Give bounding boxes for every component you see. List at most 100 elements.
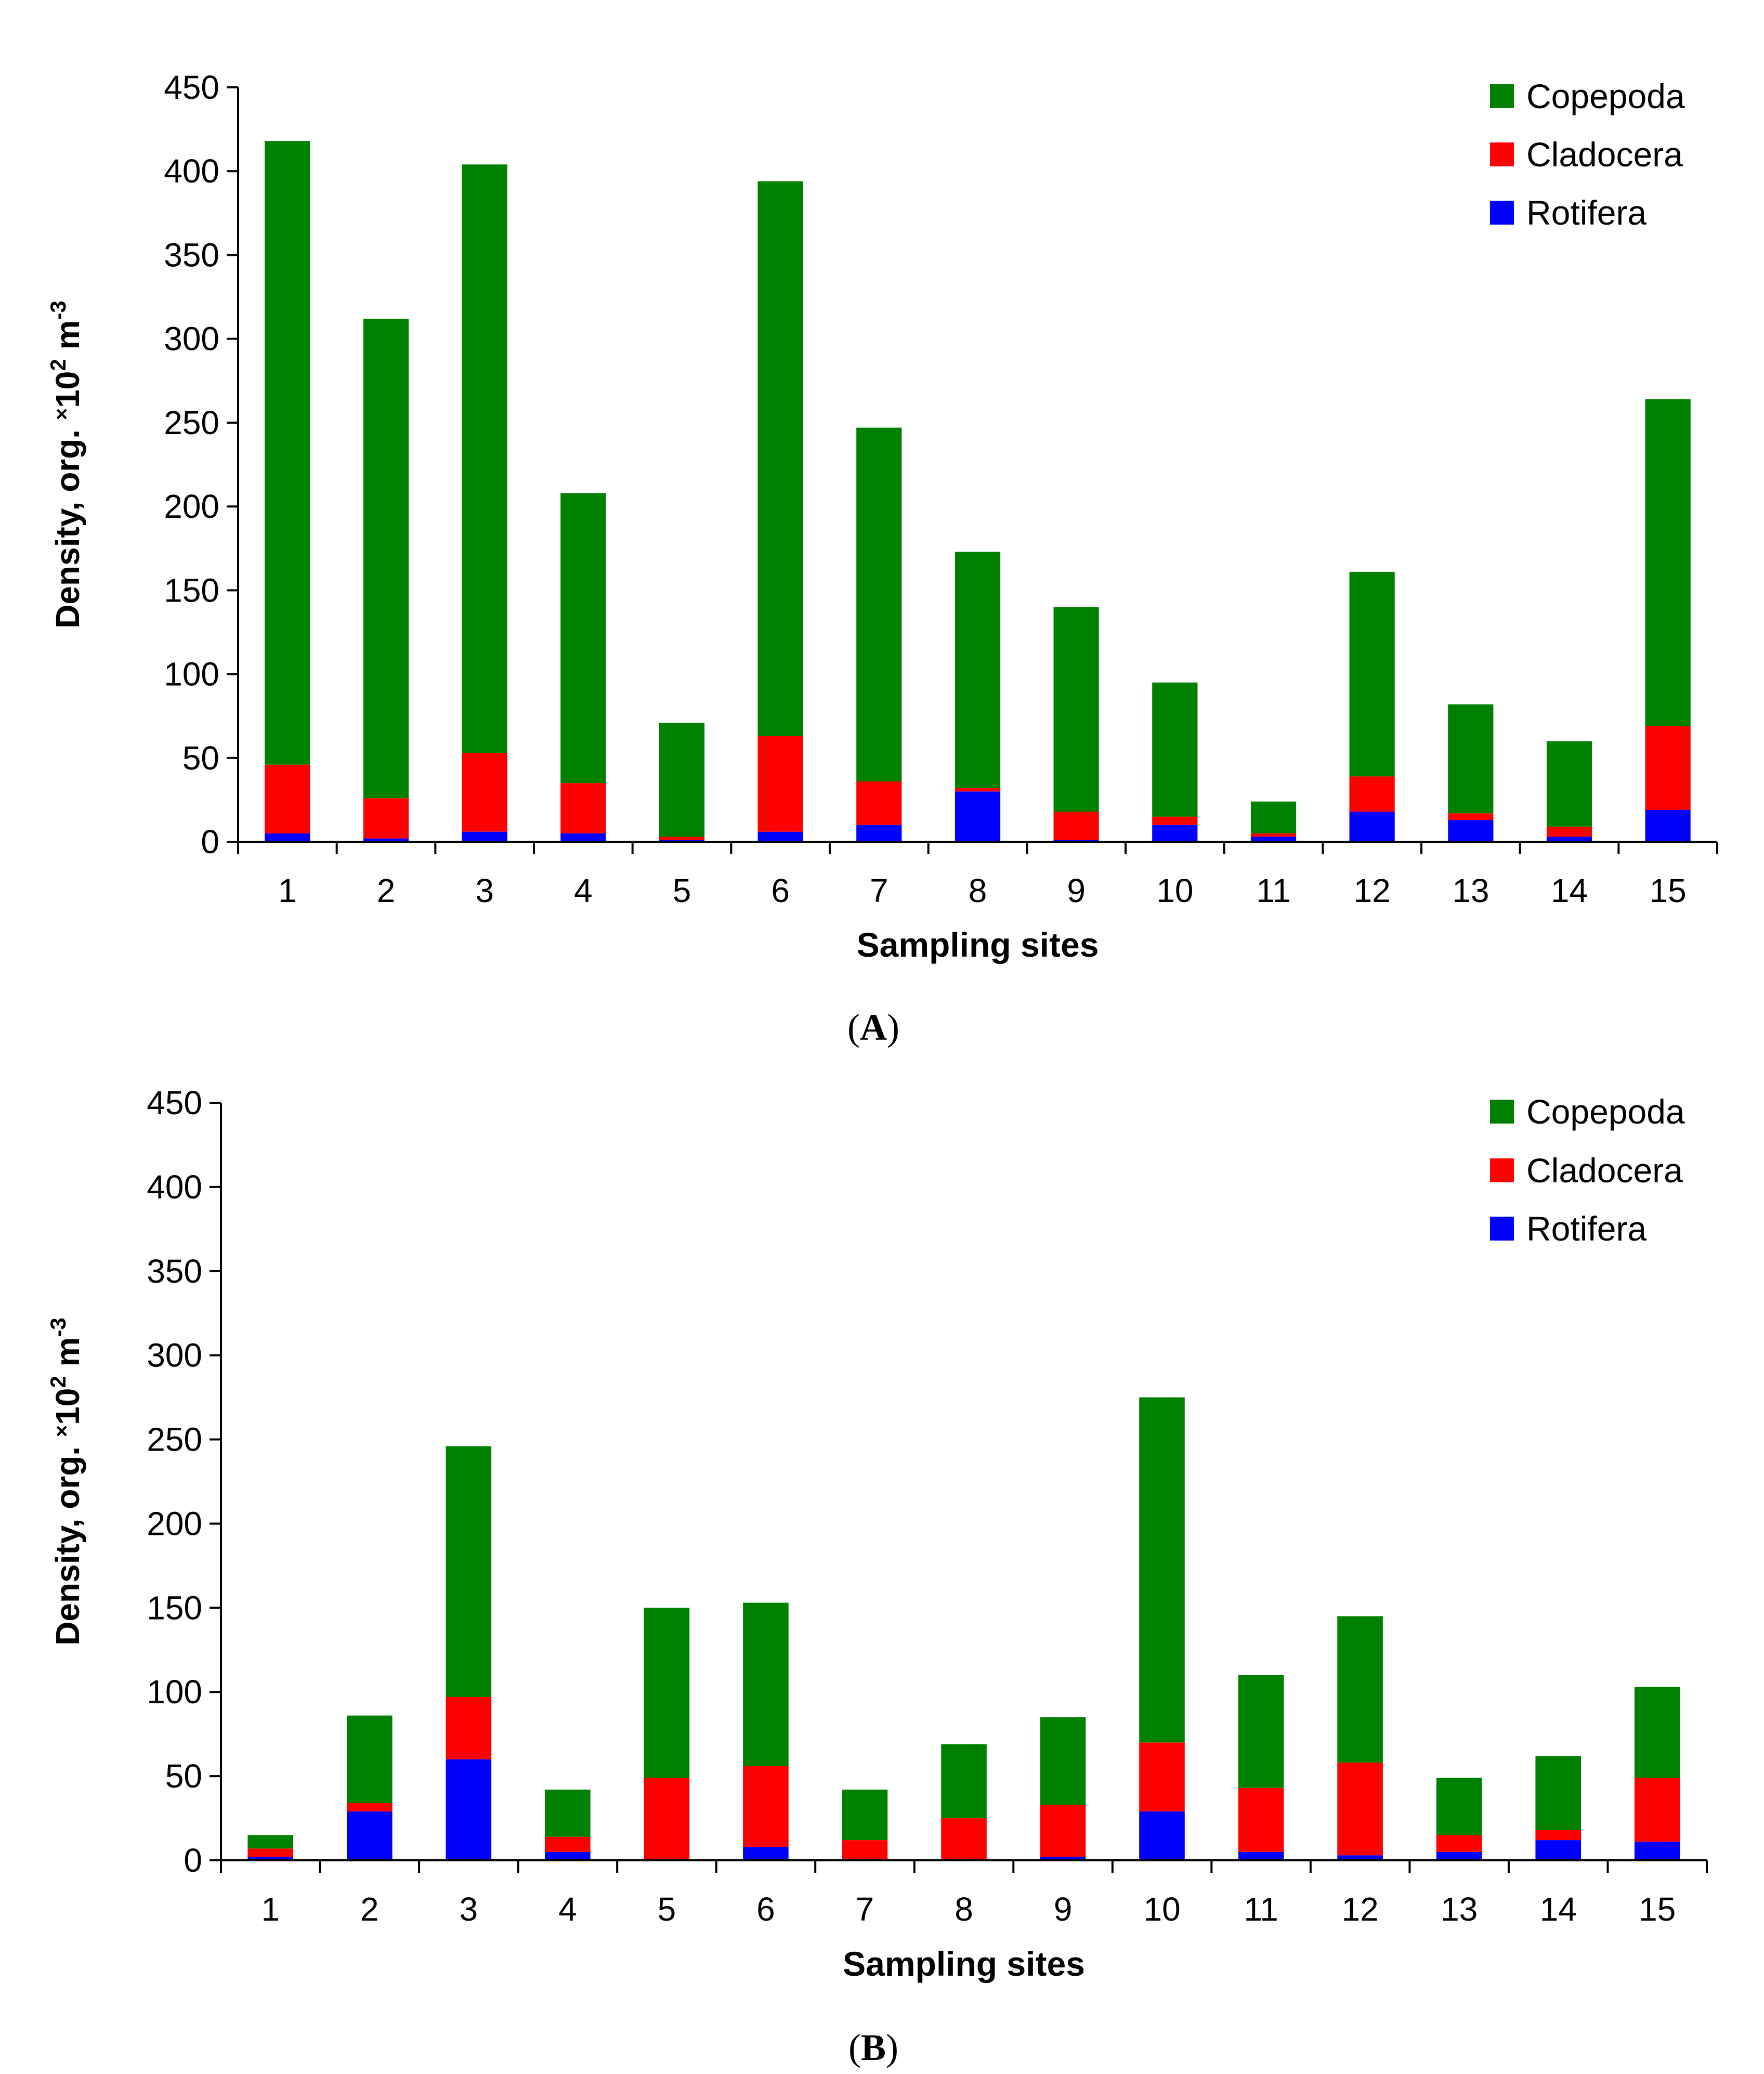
- bar-rotifera-site-13: [1436, 1851, 1482, 1860]
- y-tick-label: 350: [164, 236, 219, 273]
- x-tick-label: 2: [360, 1890, 379, 1928]
- bar-cladocera-site-8: [955, 788, 1001, 792]
- y-axis-title-unit: m: [49, 320, 86, 359]
- bar-cladocera-site-13: [1436, 1835, 1482, 1852]
- panel-label-open: (: [848, 2027, 861, 2068]
- bar-cladocera-site-3: [462, 753, 507, 832]
- bar-group: [265, 141, 1691, 842]
- bar-rotifera-site-12: [1337, 1855, 1383, 1860]
- bar-rotifera-site-4: [545, 1851, 591, 1860]
- bar-cladocera-site-11: [1238, 1788, 1284, 1852]
- bar-copepoda-site-4: [560, 493, 606, 784]
- bar-copepoda-site-10: [1139, 1397, 1185, 1743]
- bar-copepoda-site-6: [743, 1602, 789, 1766]
- y-tick-label: 50: [182, 739, 219, 777]
- bar-rotifera-site-12: [1349, 812, 1395, 842]
- x-tick-label: 4: [558, 1890, 577, 1928]
- bar-cladocera-site-1: [265, 764, 310, 833]
- bar-group: [247, 1397, 1680, 1860]
- y-tick-label: 450: [164, 69, 219, 106]
- y-axis-title-exponent: -3: [46, 301, 70, 320]
- bar-cladocera-site-10: [1152, 816, 1198, 825]
- y-axis-title-times: ×: [50, 408, 73, 420]
- y-tick-label: 150: [164, 571, 219, 609]
- bar-cladocera-site-13: [1448, 813, 1494, 820]
- bar-rotifera-site-13: [1448, 820, 1494, 842]
- x-tick-label: 12: [1354, 872, 1391, 909]
- x-tick-label: 8: [955, 1890, 973, 1928]
- bar-cladocera-site-11: [1250, 833, 1297, 837]
- x-tick-label: 1: [261, 1890, 280, 1928]
- y-tick-label: 0: [184, 1842, 202, 1879]
- bar-copepoda-site-8: [955, 552, 1001, 788]
- bar-cladocera-site-1: [247, 1848, 293, 1857]
- y-tick-label: 50: [165, 1757, 202, 1795]
- y-tick-label: 400: [164, 152, 219, 190]
- panel-label-letter: B: [861, 2027, 886, 2068]
- x-tick-label: 11: [1244, 1890, 1278, 1928]
- bar-cladocera-site-7: [856, 781, 902, 825]
- bar-cladocera-site-7: [842, 1840, 888, 1860]
- bar-cladocera-site-3: [446, 1697, 492, 1759]
- bar-copepoda-site-13: [1436, 1778, 1482, 1835]
- bar-cladocera-site-12: [1337, 1763, 1383, 1856]
- bar-rotifera-site-14: [1546, 837, 1592, 842]
- x-tick-label: 6: [771, 872, 790, 909]
- x-tick-label: 3: [475, 872, 494, 909]
- bar-rotifera-site-11: [1238, 1851, 1284, 1860]
- bar-cladocera-site-10: [1139, 1742, 1185, 1812]
- panel-label-close: ): [886, 2027, 898, 2068]
- y-axis-title-exponent: 2: [46, 1376, 70, 1388]
- bar-cladocera-site-8: [941, 1818, 987, 1860]
- bar-rotifera-site-2: [347, 1811, 393, 1860]
- bar-cladocera-site-12: [1349, 776, 1395, 812]
- bar-rotifera-site-8: [955, 791, 1001, 842]
- legend: Copepoda Cladocera Rotifera: [1490, 77, 1685, 232]
- y-tick-label: 0: [201, 823, 219, 860]
- panel-label: (A): [847, 1007, 899, 1048]
- x-tick-label: 8: [969, 872, 987, 909]
- x-tick-label: 10: [1156, 872, 1193, 909]
- bar-rotifera-site-2: [363, 838, 409, 842]
- legend-swatch-cladocera: [1490, 1158, 1514, 1182]
- x-tick-label: 9: [1054, 1890, 1073, 1928]
- legend: Copepoda Cladocera Rotifera: [1490, 1092, 1685, 1248]
- x-axis-title: Sampling sites: [843, 1945, 1085, 1983]
- bar-rotifera-site-10: [1139, 1811, 1185, 1860]
- x-tick-label: 15: [1650, 872, 1687, 909]
- bar-rotifera-site-15: [1634, 1842, 1680, 1860]
- y-tick-label: 150: [147, 1589, 202, 1626]
- x-tick-label: 14: [1540, 1890, 1577, 1928]
- y-tick-label: 450: [147, 1084, 202, 1121]
- bar-copepoda-site-7: [842, 1790, 888, 1841]
- bar-copepoda-site-4: [545, 1790, 591, 1837]
- bar-cladocera-site-9: [1053, 812, 1099, 840]
- x-tick-label: 5: [673, 872, 691, 909]
- bar-rotifera-site-1: [265, 833, 310, 842]
- bar-rotifera-site-3: [462, 831, 507, 842]
- bar-copepoda-site-12: [1337, 1616, 1383, 1763]
- legend-label-cladocera: Cladocera: [1526, 1151, 1683, 1190]
- bar-cladocera-site-2: [363, 798, 409, 839]
- x-tick-label: 1: [278, 872, 297, 909]
- bar-copepoda-site-13: [1448, 704, 1494, 814]
- bar-rotifera-site-6: [757, 831, 803, 842]
- bar-copepoda-site-15: [1645, 399, 1691, 726]
- bar-cladocera-site-2: [347, 1803, 393, 1812]
- legend-label-rotifera: Rotifera: [1526, 1209, 1647, 1248]
- y-axis-title-ten: 10: [49, 371, 86, 408]
- bar-cladocera-site-6: [757, 736, 803, 832]
- y-axis-title-exponent: -3: [46, 1318, 70, 1337]
- bar-rotifera-site-14: [1535, 1840, 1581, 1860]
- y-tick-label: 250: [147, 1421, 202, 1458]
- bar-rotifera-site-11: [1250, 837, 1297, 842]
- x-tick-label: 10: [1143, 1890, 1180, 1928]
- bar-cladocera-site-14: [1535, 1830, 1581, 1841]
- bar-cladocera-site-5: [644, 1778, 690, 1860]
- legend-swatch-rotifera: [1490, 201, 1514, 225]
- legend-label-copepoda: Copepoda: [1526, 1092, 1685, 1131]
- panel-label-open: (: [847, 1007, 860, 1048]
- bar-copepoda-site-9: [1040, 1717, 1086, 1805]
- x-tick-label: 13: [1441, 1890, 1478, 1928]
